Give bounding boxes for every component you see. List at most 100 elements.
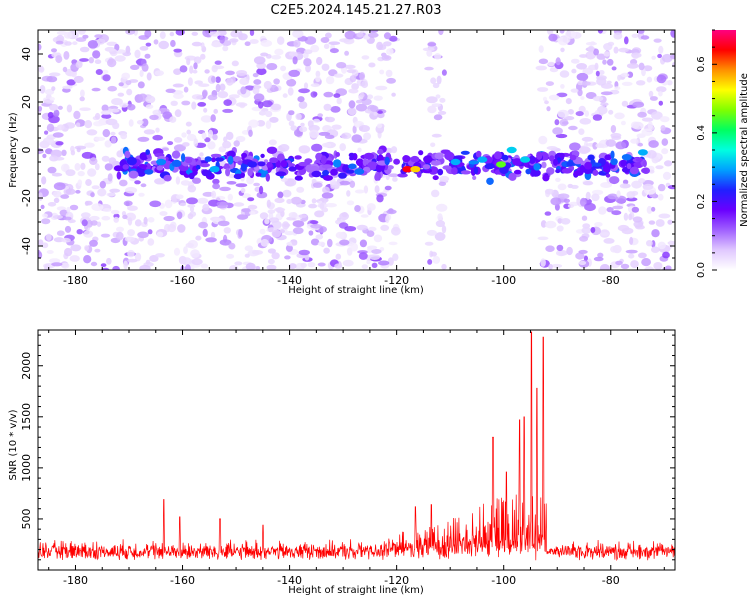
heatmap-cell-845 [621,100,629,107]
heatmap-cell-1222 [44,130,49,135]
heatmap-cell-1341 [210,114,216,122]
heatmap-cell-864 [288,120,295,127]
heatmap-cell-767 [603,43,613,51]
heatmap-cell-1407 [620,263,630,269]
heatmap-cell-723 [389,35,398,42]
heatmap-cell-1206 [427,105,437,114]
heatmap-cell-1026 [610,246,618,253]
heatmap-cell-1247 [165,88,176,94]
heatmap-cell-1369 [173,48,182,53]
heatmap-cell-1277 [354,205,361,212]
heatmap-cell-1289 [282,93,288,98]
heatmap-cell-1854 [548,155,555,162]
heatmap-cell-714 [653,38,662,43]
heatmap-cell-996 [576,72,589,81]
heatmap-cell-527 [597,252,604,258]
heatmap-cell-7 [195,235,202,241]
heatmap-cell-776 [437,213,443,221]
heatmap-cell-337 [256,120,266,127]
heatmap-hotspot-1 [410,166,421,173]
heatmap-cell-1267 [613,32,623,40]
heatmap-cell-944 [286,55,293,60]
heatmap-cell-1145 [598,206,607,215]
heatmap-cell-528 [69,255,80,262]
heatmap-cell-1515 [393,158,400,165]
heatmap-cell-1928 [442,165,452,170]
heatmap-cell-1137 [211,76,216,83]
heatmap-cell-681 [664,160,673,167]
heatmap-cell-1234 [351,134,363,143]
heatmap-xtick-label: -120 [384,274,409,287]
heatmap-cell-454 [441,225,447,234]
heatmap-cell-676 [424,241,434,246]
heatmap-cells [38,30,675,270]
snr-series-line [38,331,675,562]
heatmap-cell-728 [300,122,305,127]
heatmap-cell-1869 [512,158,523,166]
heatmap-cell-707 [138,93,148,102]
heatmap-cell-733 [392,253,399,261]
heatmap-cell-464 [579,54,588,58]
heatmap-cell-1352 [49,97,55,101]
heatmap-cell-1274 [85,179,92,186]
heatmap-cell-327 [108,157,117,165]
heatmap-cell-1290 [325,76,335,85]
heatmap-cell-1162 [41,176,47,185]
heatmap-cell-1414 [75,61,83,69]
heatmap-cell-1874 [145,149,150,155]
heatmap-cell-1811 [430,160,442,166]
heatmap-cell-1113 [189,206,195,213]
heatmap-cell-1105 [565,30,577,39]
heatmap-cell-787 [267,209,276,214]
heatmap-cell-802 [38,43,42,51]
heatmap-cell-1310 [640,35,650,40]
heatmap-cell-302 [363,30,369,34]
heatmap-cell-1254 [62,85,73,90]
heatmap-cell-1841 [542,174,550,182]
heatmap-cell-726 [92,50,101,59]
heatmap-cell-919 [383,41,392,47]
heatmap-cell-535 [627,71,634,78]
heatmap-cell-1204 [298,214,307,219]
heatmap-cell-1258 [600,102,609,106]
heatmap-cell-1410 [94,59,102,64]
heatmap-cell-817 [648,169,655,174]
heatmap-cell-1264 [278,144,290,152]
heatmap-cell-12 [215,76,221,83]
heatmap-cell-1400 [426,49,433,57]
heatmap-hotspot-0 [402,166,413,173]
heatmap-cell-1155 [238,30,243,40]
heatmap-cell-1052 [201,132,207,140]
heatmap-cell-1273 [333,93,341,98]
heatmap-cell-638 [61,262,70,269]
heatmap-cell-556 [64,247,73,257]
heatmap-cell-1327 [567,204,575,208]
heatmap-cell-1158 [215,83,221,93]
heatmap-cell-1839 [558,152,565,159]
heatmap-cell-1263 [657,193,664,201]
heatmap-cell-1272 [172,83,184,88]
heatmap-cell-552 [622,179,629,185]
heatmap-cell-1075 [73,75,84,84]
heatmap-cell-1097 [641,128,653,136]
heatmap-cell-856 [208,199,220,207]
heatmap-cell-1128 [77,179,83,186]
heatmap-cell-986 [592,114,603,121]
heatmap-cell-694 [79,58,89,62]
heatmap-cell-878 [352,125,357,134]
heatmap-hotspot-8 [156,158,167,166]
heatmap-cell-1197 [116,231,124,241]
heatmap-cell-1321 [48,72,61,77]
heatmap-cell-1232 [191,258,203,266]
heatmap-cell-1194 [606,58,614,66]
heatmap-cell-526 [603,238,615,244]
heatmap-cell-551 [323,43,330,49]
heatmap-cell-502 [292,220,305,228]
heatmap-cell-1211 [55,55,63,64]
heatmap-cell-1852 [494,151,502,160]
heatmap-cell-1048 [95,69,103,75]
heatmap-cell-1252 [240,86,247,95]
heatmap-cell-630 [80,162,86,170]
heatmap-cell-101 [104,140,112,148]
heatmap-cell-63 [39,85,46,94]
